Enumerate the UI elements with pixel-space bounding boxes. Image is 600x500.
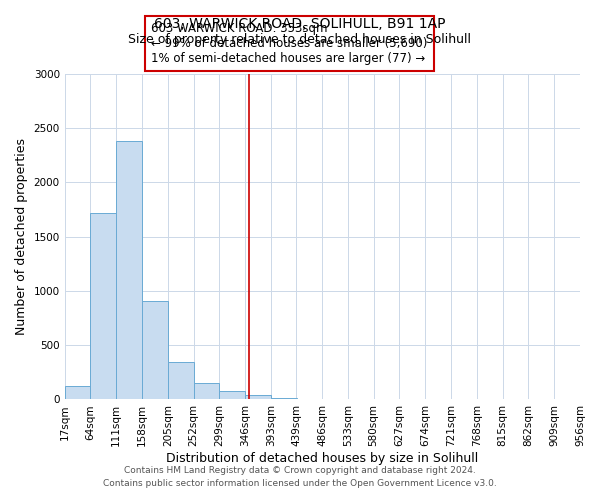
Bar [142, 300, 168, 400]
Y-axis label: Number of detached properties: Number of detached properties [15, 138, 28, 335]
Text: Size of property relative to detached houses in Solihull: Size of property relative to detached ho… [128, 32, 472, 46]
Bar [116, 142, 142, 400]
Bar [245, 395, 271, 400]
Bar [220, 391, 245, 400]
X-axis label: Distribution of detached houses by size in Solihull: Distribution of detached houses by size … [166, 452, 478, 465]
Bar [91, 213, 116, 400]
Text: 603, WARWICK ROAD, SOLIHULL, B91 1AP: 603, WARWICK ROAD, SOLIHULL, B91 1AP [154, 18, 446, 32]
Bar [65, 386, 91, 400]
Bar [271, 398, 297, 400]
Bar [168, 362, 194, 400]
Text: Contains HM Land Registry data © Crown copyright and database right 2024.
Contai: Contains HM Land Registry data © Crown c… [103, 466, 497, 487]
Text: 603 WARWICK ROAD: 353sqm
← 99% of detached houses are smaller (5,690)
1% of semi: 603 WARWICK ROAD: 353sqm ← 99% of detach… [151, 22, 428, 66]
Bar [194, 382, 220, 400]
